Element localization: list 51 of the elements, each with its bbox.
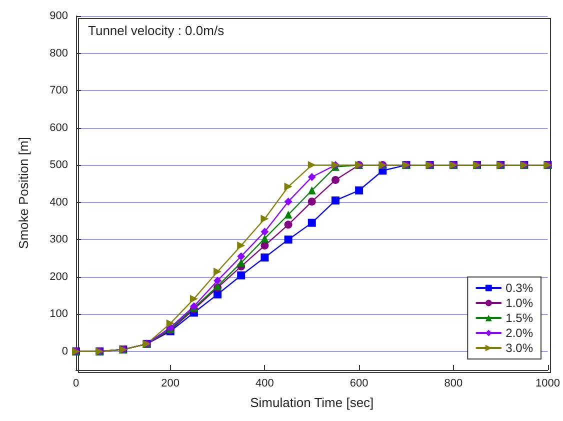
point xyxy=(284,220,292,229)
x-tick-label: 0 xyxy=(72,378,80,390)
point xyxy=(308,172,316,181)
point xyxy=(260,234,269,242)
x-tick-label: 200 xyxy=(161,378,180,390)
point xyxy=(260,214,269,223)
y-axis-title: Smoke Position [m] xyxy=(16,137,31,249)
legend-label: 0.3% xyxy=(506,281,534,295)
point xyxy=(284,182,292,191)
point xyxy=(237,271,246,280)
point xyxy=(214,290,222,298)
y-tick-label: 600 xyxy=(50,122,68,134)
point xyxy=(331,176,340,184)
point xyxy=(190,294,198,303)
legend-label: 1.5% xyxy=(506,311,534,325)
annotation: Tunnel velocity : 0.0m/s xyxy=(88,23,225,38)
legend-label: 1.0% xyxy=(506,296,534,310)
y-tick-label: 500 xyxy=(50,159,68,172)
y-tick-label: 200 xyxy=(50,270,68,283)
legend-label: 2.0% xyxy=(506,326,534,340)
point xyxy=(260,228,269,236)
y-tick-label: 900 xyxy=(50,10,68,22)
point xyxy=(237,242,246,250)
point xyxy=(284,198,292,206)
y-tick-label: 700 xyxy=(50,84,68,97)
legend-label: 3.0% xyxy=(506,341,534,355)
point xyxy=(308,161,316,170)
point xyxy=(214,276,222,285)
x-tick-label: 400 xyxy=(256,378,274,390)
point xyxy=(260,242,269,250)
x-tick-label: 800 xyxy=(444,378,463,390)
y-tick-label: 0 xyxy=(62,345,68,358)
y-tick-label: 800 xyxy=(50,47,68,60)
point xyxy=(237,252,246,260)
x-tick-label: 1000 xyxy=(536,378,560,390)
y-tick-label: 100 xyxy=(50,308,68,320)
point xyxy=(355,186,364,194)
point xyxy=(284,236,292,244)
y-tick-label: 400 xyxy=(50,196,68,208)
point xyxy=(284,210,292,219)
y-tick-label: 300 xyxy=(50,234,68,246)
point xyxy=(308,198,316,206)
x-axis-title: Simulation Time [sec] xyxy=(250,395,374,410)
point xyxy=(331,196,340,204)
point xyxy=(260,253,269,262)
x-tick-label: 600 xyxy=(350,378,368,390)
point xyxy=(214,268,222,276)
point xyxy=(308,218,316,227)
point xyxy=(166,319,174,328)
point xyxy=(237,258,246,267)
point xyxy=(308,186,316,194)
